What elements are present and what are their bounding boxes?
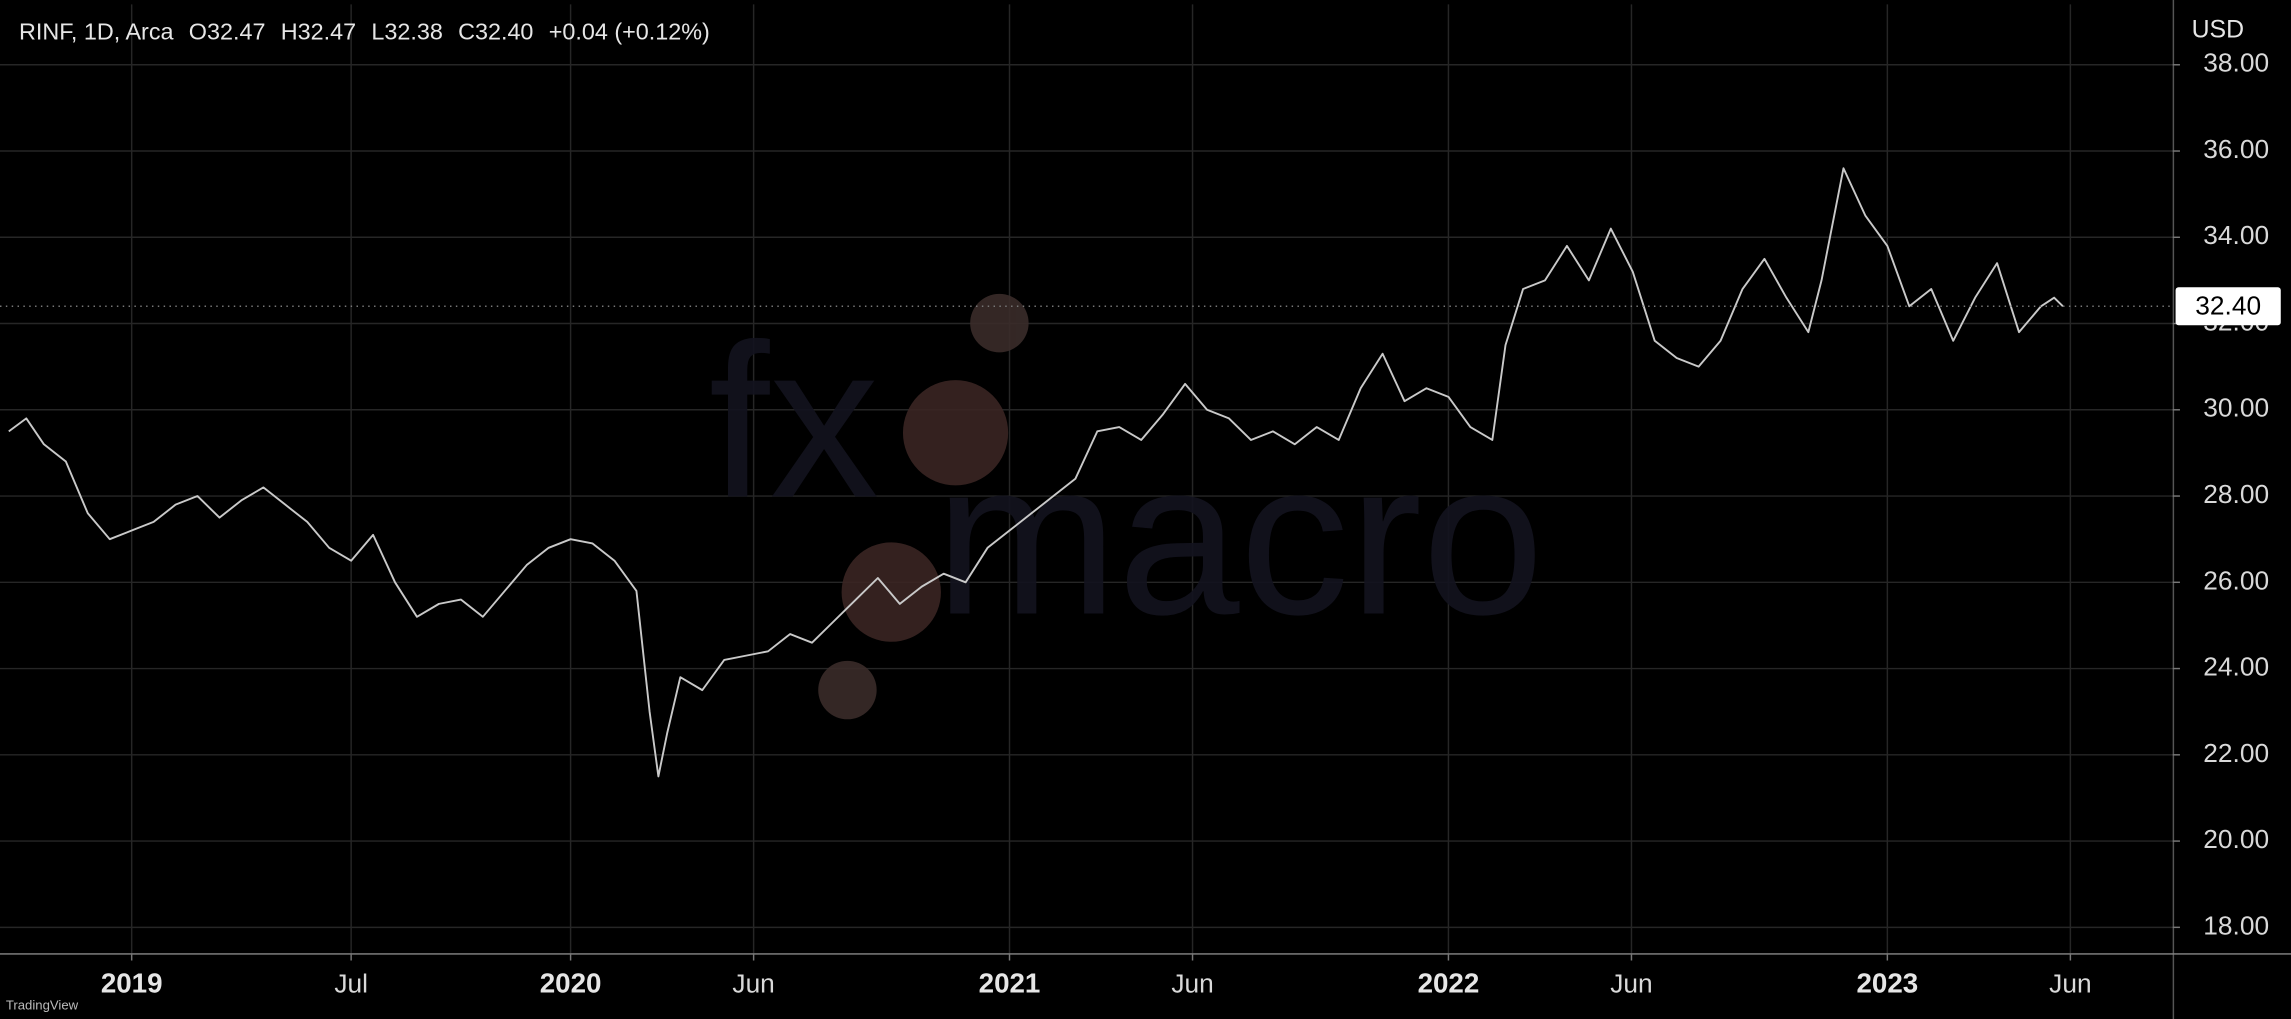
x-tick-label: Jun — [2049, 968, 2091, 998]
y-tick-label: 22.00 — [2203, 738, 2269, 768]
y-tick-label: 38.00 — [2203, 48, 2269, 78]
last-price-label: 32.40 — [2195, 291, 2261, 321]
watermark-dot — [902, 380, 1009, 486]
x-tick-label: Jun — [1171, 968, 1213, 998]
footer: TradingView — [6, 997, 79, 1012]
x-tick-label: 2020 — [540, 968, 602, 999]
y-tick-label: 28.00 — [2203, 479, 2269, 509]
watermark-dot — [841, 542, 941, 642]
grid — [0, 4, 2173, 954]
currency: USD — [2192, 16, 2244, 43]
y-tick-label: 36.00 — [2203, 134, 2269, 164]
y-tick-label: 30.00 — [2203, 393, 2269, 423]
watermark-text: macro — [935, 416, 1544, 660]
change: +0.04 (+0.12%) — [549, 19, 710, 45]
close: C32.40 — [458, 19, 533, 45]
y-tick-label: 20.00 — [2203, 824, 2269, 854]
x-tick-label: 2023 — [1856, 968, 1918, 999]
last-price-box — [2175, 287, 2281, 326]
symbol: RINF, 1D, Arca — [19, 19, 174, 45]
x-tick-label: 2019 — [101, 968, 163, 999]
high: H32.47 — [281, 19, 356, 45]
y-tick-label: 34.00 — [2203, 220, 2269, 250]
header: RINF, 1D, Arca O32.47 H32.47 L32.38 C32.… — [19, 19, 710, 45]
x-tick-label: 2022 — [1418, 968, 1480, 999]
open: O32.47 — [189, 19, 266, 45]
watermark-dot — [818, 660, 877, 720]
x-tick-label: Jul — [334, 968, 368, 998]
watermark: fx macro — [709, 293, 1544, 720]
y-tick-label: 18.00 — [2203, 910, 2269, 940]
x-tick-label: 2021 — [979, 968, 1041, 999]
price-line — [8, 167, 2064, 778]
watermark-dot — [970, 293, 1029, 353]
x-tick-label: Jun — [732, 968, 774, 998]
y-tick-label: 24.00 — [2203, 652, 2269, 682]
low: L32.38 — [371, 19, 442, 45]
watermark-text: fx — [709, 299, 879, 543]
y-tick-label: 26.00 — [2203, 565, 2269, 595]
x-tick-label: Jun — [1610, 968, 1652, 998]
